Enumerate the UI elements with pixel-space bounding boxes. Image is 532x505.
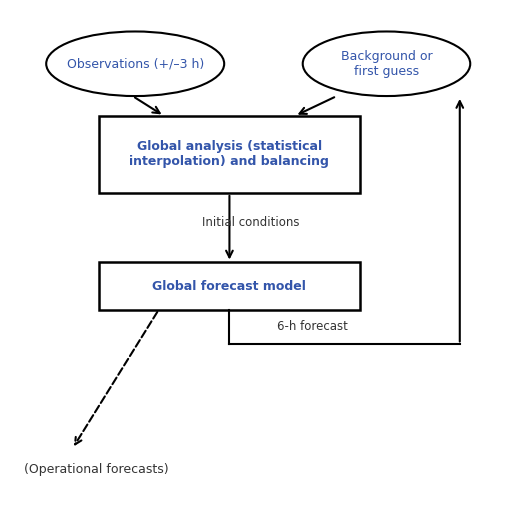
Text: 6-h forecast: 6-h forecast — [277, 321, 347, 333]
FancyBboxPatch shape — [98, 116, 360, 193]
Text: (Operational forecasts): (Operational forecasts) — [23, 463, 168, 476]
Text: Observations (+/–3 h): Observations (+/–3 h) — [66, 57, 204, 70]
Text: Background or
first guess: Background or first guess — [340, 50, 433, 78]
FancyBboxPatch shape — [98, 263, 360, 310]
Text: Initial conditions: Initial conditions — [202, 216, 299, 229]
Text: Global forecast model: Global forecast model — [153, 280, 306, 292]
Text: Global analysis (statistical
interpolation) and balancing: Global analysis (statistical interpolati… — [129, 140, 329, 168]
